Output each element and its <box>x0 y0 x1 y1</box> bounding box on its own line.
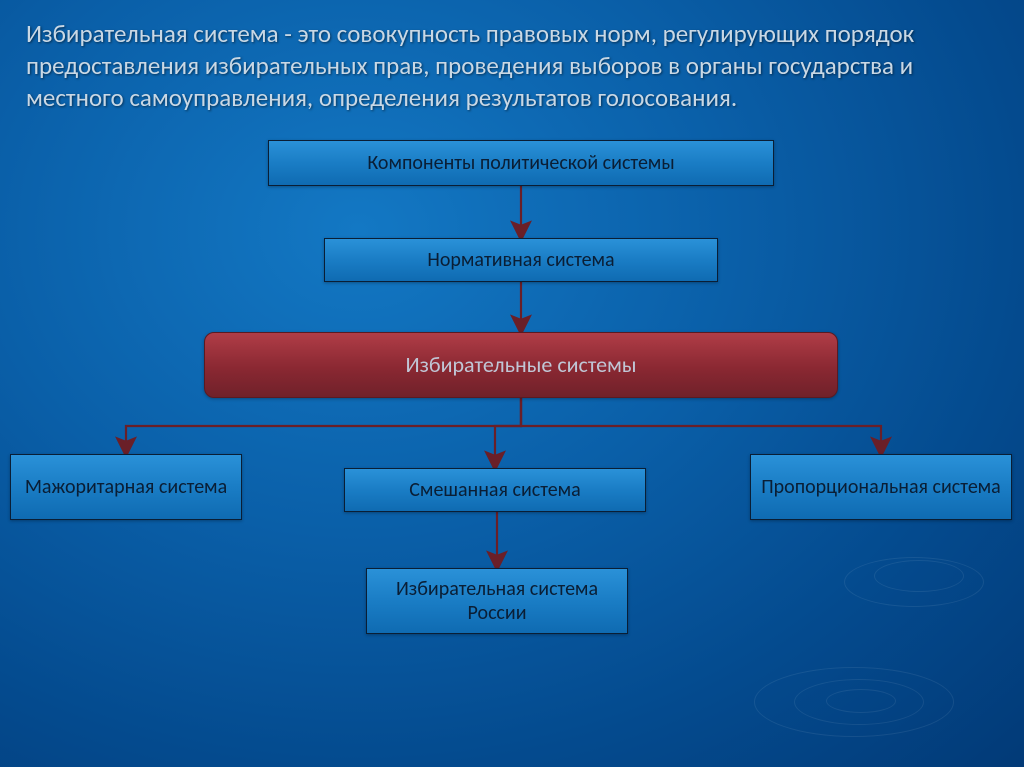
flowchart-node-n1: Компоненты политической системы <box>268 140 774 186</box>
flowchart-node-n5: Смешанная система <box>344 468 646 512</box>
flowchart-node-n3: Избирательные системы <box>204 332 838 398</box>
flowchart-container: Компоненты политической системы Нормативн… <box>0 124 1024 684</box>
flowchart-node-n6: Пропорциональная система <box>750 454 1012 520</box>
flowchart-node-n7: Избирательная система России <box>366 568 628 634</box>
intro-paragraph: Избирательная система - это совокупность… <box>0 0 1024 114</box>
flowchart-node-n2: Нормативная система <box>324 238 718 282</box>
flowchart-node-n4: Мажоритарная система <box>10 454 242 520</box>
